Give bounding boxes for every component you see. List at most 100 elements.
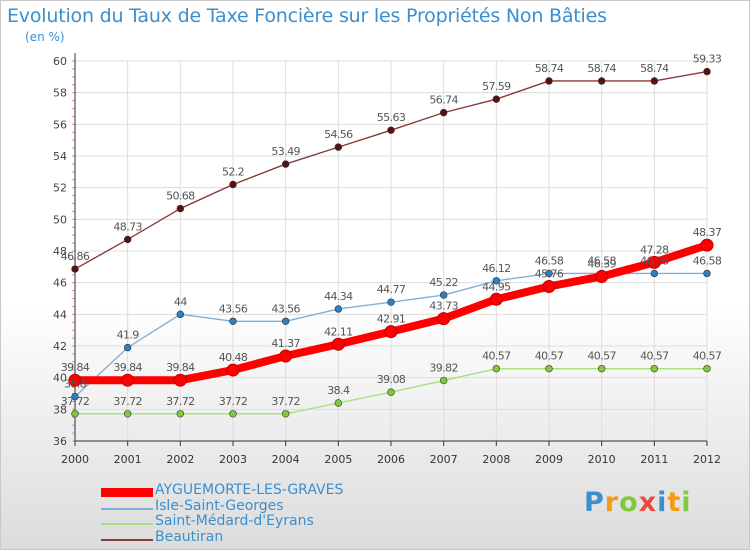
data-label: 48.37 — [693, 226, 722, 239]
data-point — [437, 312, 451, 326]
data-label: 58.74 — [535, 62, 564, 75]
data-point — [650, 364, 659, 373]
data-label: 50.68 — [166, 190, 195, 203]
data-label: 39.08 — [377, 373, 406, 386]
data-label: 42.11 — [324, 325, 353, 338]
data-label: 40.57 — [482, 350, 511, 363]
legend-swatch — [101, 488, 153, 497]
data-label: 37.72 — [219, 395, 248, 408]
data-point — [176, 310, 185, 319]
data-point — [703, 67, 711, 76]
y-tick-label: 52 — [53, 182, 67, 195]
logo-letter: r — [604, 487, 620, 518]
data-point — [650, 77, 659, 85]
data-point — [123, 410, 132, 418]
y-tick-label: 44 — [53, 308, 67, 321]
data-point — [71, 265, 79, 273]
data-label: 37.72 — [271, 395, 300, 408]
data-point — [281, 410, 290, 418]
data-label: 44.34 — [324, 290, 353, 303]
x-tick-label: 2005 — [324, 453, 352, 466]
data-label: 37.72 — [166, 395, 195, 408]
data-point — [703, 364, 711, 373]
x-tick-label: 2007 — [430, 453, 458, 466]
axes: 36 38 40 42 44 46 48 50 52 54 56 58 60 2000 2001 2002 20… — [53, 53, 721, 466]
legend-label: AYGUEMORTE-LES-GRAVES — [155, 482, 344, 498]
y-tick-label: 50 — [53, 213, 67, 226]
data-point — [279, 349, 293, 363]
x-tick-label: 2010 — [588, 453, 616, 466]
data-label: 43.73 — [429, 300, 458, 313]
data-point — [542, 279, 556, 293]
data-point — [121, 373, 135, 387]
x-tick-label: 2009 — [535, 453, 563, 466]
data-label: 46.86 — [61, 250, 90, 263]
data-label: 56.74 — [429, 94, 458, 107]
data-label: 37.72 — [113, 395, 142, 408]
data-point — [387, 388, 395, 396]
y-tick-label: 60 — [53, 55, 67, 68]
y-tick-label: 54 — [53, 150, 67, 163]
y-tick-label: 42 — [53, 340, 67, 353]
data-label: 44.95 — [482, 280, 511, 293]
data-point — [545, 269, 553, 278]
data-point — [173, 373, 187, 387]
unit-label: (en %) — [25, 30, 65, 44]
grid — [74, 60, 708, 442]
legend-swatch — [101, 507, 153, 510]
proxiti-logo: Proxiti — [584, 487, 692, 518]
data-label: 38.4 — [327, 384, 350, 397]
data-point — [68, 373, 82, 387]
x-tick-label: 2004 — [272, 453, 300, 466]
data-label: 41.37 — [271, 337, 300, 350]
data-point — [545, 364, 553, 373]
logo-letter: x — [638, 487, 658, 518]
data-label: 46.39 — [587, 257, 616, 270]
data-point — [334, 399, 343, 407]
logo-letter: o — [619, 487, 639, 518]
y-tick-label: 46 — [53, 277, 67, 290]
legend-label: Beautiran — [155, 528, 224, 545]
data-label: 40.57 — [587, 350, 616, 363]
data-label: 55.63 — [377, 111, 406, 124]
data-label: 46.58 — [640, 254, 669, 267]
x-tick-label: 2001 — [114, 453, 142, 466]
y-tick-label: 38 — [53, 403, 67, 416]
data-point — [700, 238, 714, 252]
y-tick-label: 56 — [53, 118, 67, 131]
data-point — [439, 376, 448, 385]
data-label: 39.84 — [61, 361, 90, 374]
data-point — [334, 143, 343, 151]
data-label: 44 — [174, 295, 187, 308]
data-point — [595, 269, 609, 283]
data-point — [439, 108, 448, 117]
data-point — [597, 77, 606, 85]
data-label: 58.74 — [587, 62, 616, 75]
x-tick-label: 2012 — [693, 453, 721, 466]
y-tick-label: 40 — [53, 372, 67, 385]
data-point — [597, 364, 606, 373]
chart-title: Evolution du Taux de Taxe Foncière sur l… — [7, 5, 607, 27]
data-point — [176, 204, 185, 213]
y-tick-label: 58 — [53, 87, 67, 100]
data-point — [226, 363, 240, 377]
data-label: 38.8 — [64, 378, 87, 391]
x-tick-label: 2003 — [219, 453, 247, 466]
data-point — [281, 317, 290, 325]
data-label: 45.22 — [429, 276, 458, 289]
data-label: 46.58 — [535, 254, 564, 267]
data-label: 37.72 — [61, 395, 90, 408]
data-label: 52.2 — [222, 166, 244, 179]
data-label: 43.56 — [271, 302, 300, 315]
x-tick-label: 2008 — [482, 453, 510, 466]
data-label: 54.56 — [324, 128, 353, 141]
logo-letter: i — [657, 487, 668, 518]
data-label: 46.58 — [693, 254, 722, 267]
data-point — [387, 126, 395, 134]
legend-swatch — [101, 523, 153, 525]
data-point — [492, 277, 501, 285]
data-point — [492, 95, 501, 103]
data-point — [439, 291, 448, 299]
data-point — [71, 410, 79, 418]
